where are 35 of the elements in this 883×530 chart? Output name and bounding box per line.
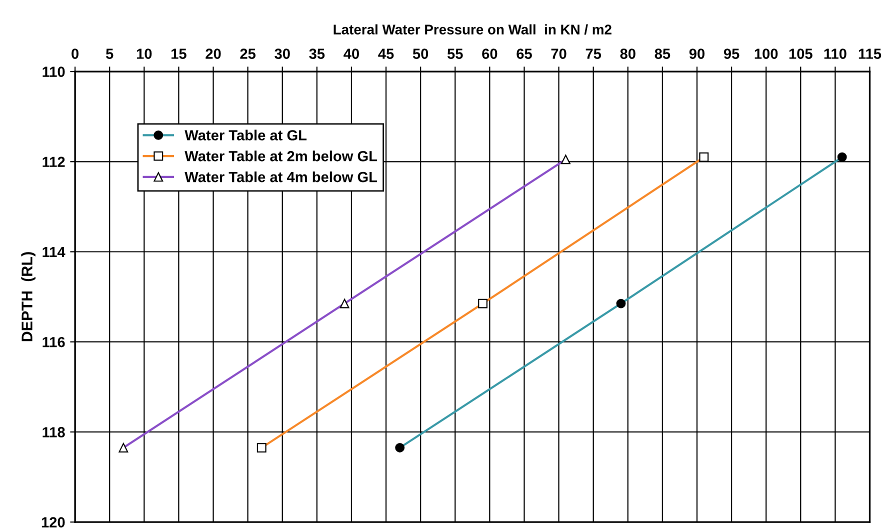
x-tick-label: 70 [551, 48, 566, 59]
x-tick-label: 40 [344, 48, 359, 59]
x-tick-label: 105 [789, 48, 812, 59]
x-tick-label: 95 [724, 48, 740, 59]
legend-label: Water Table at 4m below GL [184, 171, 378, 182]
x-tick-label: 50 [412, 48, 428, 59]
x-tick-label: 25 [240, 48, 256, 59]
x-axis-title: Lateral Water Pressure on Wall in KN / m2 [334, 24, 612, 35]
x-tick-label: 20 [206, 48, 221, 59]
x-tick-label: 65 [516, 48, 532, 59]
x-tick-label: 85 [654, 48, 670, 59]
y-axis-title: DEPTH (RL) [21, 252, 36, 342]
legend-label: Water Table at GL [184, 130, 307, 140]
y-tick-label: 118 [42, 427, 65, 438]
x-tick-label: 5 [106, 48, 114, 59]
x-tick-label: 75 [586, 48, 602, 59]
legend-label: Water Table at 2m below GL [184, 150, 378, 162]
x-tick-label: 35 [309, 48, 325, 59]
y-tick-label: 110 [42, 66, 65, 77]
y-tick-label: 114 [42, 247, 66, 258]
x-tick-label: 115 [858, 48, 882, 59]
y-tick-label: 120 [42, 517, 65, 528]
x-tick-label: 60 [482, 48, 498, 59]
x-tick-label: 10 [136, 48, 152, 59]
x-tick-label: 45 [378, 48, 394, 59]
x-tick-label: 100 [754, 48, 778, 59]
x-tick-label: 55 [447, 48, 463, 59]
y-tick-label: 112 [42, 156, 65, 167]
y-tick-label: 116 [42, 336, 65, 348]
x-tick-label: 90 [689, 48, 705, 59]
x-tick-label: 110 [824, 48, 846, 59]
x-tick-label: 0 [72, 48, 79, 59]
x-tick-label: 80 [620, 48, 636, 59]
x-tick-label: 30 [274, 48, 290, 59]
x-tick-label: 15 [172, 48, 186, 59]
